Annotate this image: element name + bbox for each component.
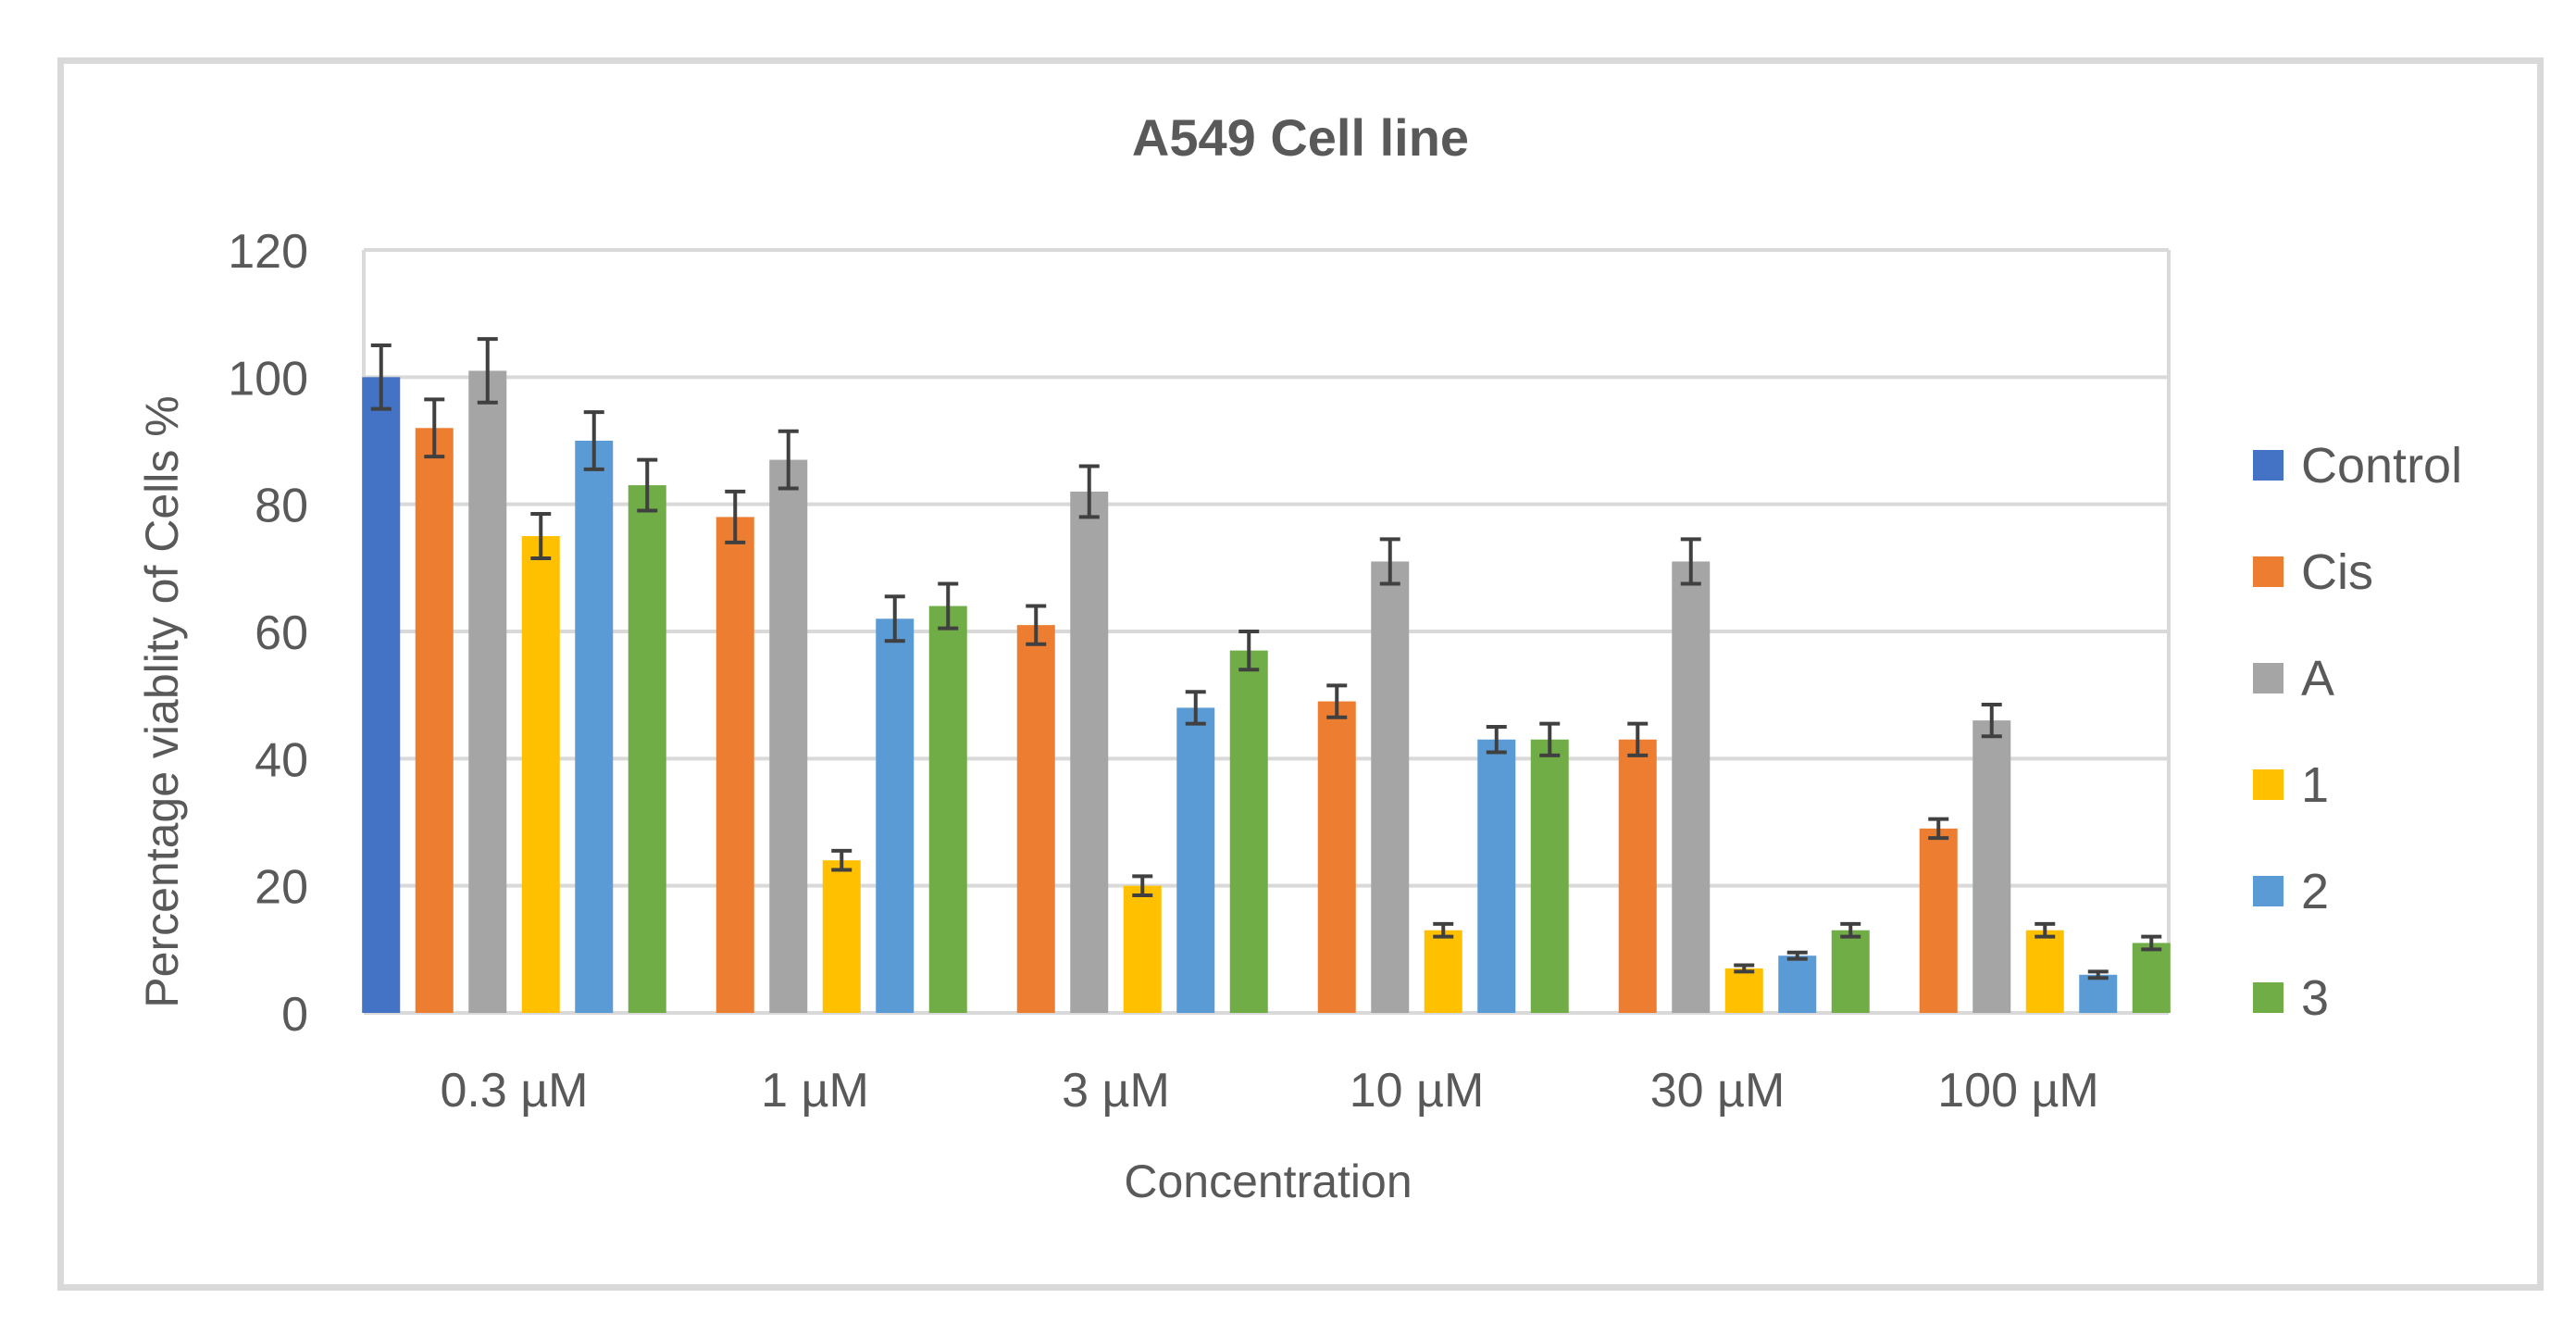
bar <box>1123 885 1162 1013</box>
bar <box>1317 701 1356 1013</box>
x-tick-label: 100 µM <box>1937 1064 2098 1118</box>
bar <box>1724 968 1763 1013</box>
legend-label: Cis <box>2301 544 2373 600</box>
bar <box>521 536 560 1013</box>
bar <box>415 428 454 1013</box>
x-axis-ticks: 0.3 µM 1 µM 3 µM 10 µM 30 µM 100 µM <box>440 1064 2098 1118</box>
bar <box>1919 828 1958 1013</box>
x-tick-label: 30 µM <box>1650 1064 1786 1118</box>
legend-label: 3 <box>2301 970 2329 1026</box>
y-tick-label: 120 <box>228 225 308 279</box>
x-tick-label: 1 µM <box>761 1064 869 1118</box>
x-tick-label: 0.3 µM <box>440 1064 588 1118</box>
y-tick-label: 60 <box>255 606 308 660</box>
bar <box>1477 739 1516 1013</box>
y-tick-label: 100 <box>228 352 308 406</box>
legend-swatch <box>2253 769 2284 800</box>
bar <box>928 606 967 1013</box>
bar <box>1371 561 1410 1013</box>
legend-label: 2 <box>2301 864 2329 919</box>
bar <box>716 517 754 1013</box>
bar <box>362 377 401 1013</box>
bar <box>1070 491 1109 1013</box>
bar <box>1672 561 1711 1013</box>
bar <box>1778 956 1817 1013</box>
bar <box>628 485 666 1013</box>
bar <box>1229 650 1268 1013</box>
x-tick-label: 10 µM <box>1350 1064 1485 1118</box>
bar <box>2132 943 2171 1013</box>
bar <box>1424 930 1462 1013</box>
x-tick-label: 3 µM <box>1062 1064 1170 1118</box>
y-tick-label: 20 <box>255 861 308 915</box>
legend-swatch <box>2253 876 2284 906</box>
bar <box>1972 720 2011 1013</box>
legend-swatch <box>2253 663 2284 693</box>
y-tick-label: 80 <box>255 480 308 533</box>
bar <box>1618 739 1657 1013</box>
bars <box>362 370 2171 1014</box>
bar <box>2025 930 2064 1013</box>
bar <box>822 860 861 1013</box>
legend-label: 1 <box>2301 757 2329 813</box>
y-axis-ticks: 0 20 40 60 80 100 120 <box>228 225 308 1042</box>
legend-swatch <box>2253 450 2284 481</box>
legend: Control Cis A 1 2 3 <box>2253 438 2462 1026</box>
bar <box>468 370 507 1013</box>
x-axis-label: Concentration <box>1124 1155 1412 1207</box>
bar <box>575 441 614 1013</box>
bar <box>2079 974 2118 1013</box>
y-axis-label: Percentage viablity of Cells % <box>136 395 188 1007</box>
bar <box>769 459 808 1014</box>
y-tick-label: 0 <box>281 988 308 1042</box>
bar <box>876 618 915 1013</box>
bar <box>1831 930 1870 1013</box>
bar <box>1530 739 1569 1013</box>
chart-title: A549 Cell line <box>1132 108 1469 167</box>
error-bars <box>370 337 2162 981</box>
legend-swatch <box>2253 982 2284 1013</box>
legend-label: A <box>2301 651 2334 706</box>
legend-label: Control <box>2301 438 2462 493</box>
bar <box>1176 707 1215 1013</box>
bar <box>1016 625 1055 1013</box>
y-tick-label: 40 <box>255 733 308 787</box>
legend-swatch <box>2253 556 2284 587</box>
